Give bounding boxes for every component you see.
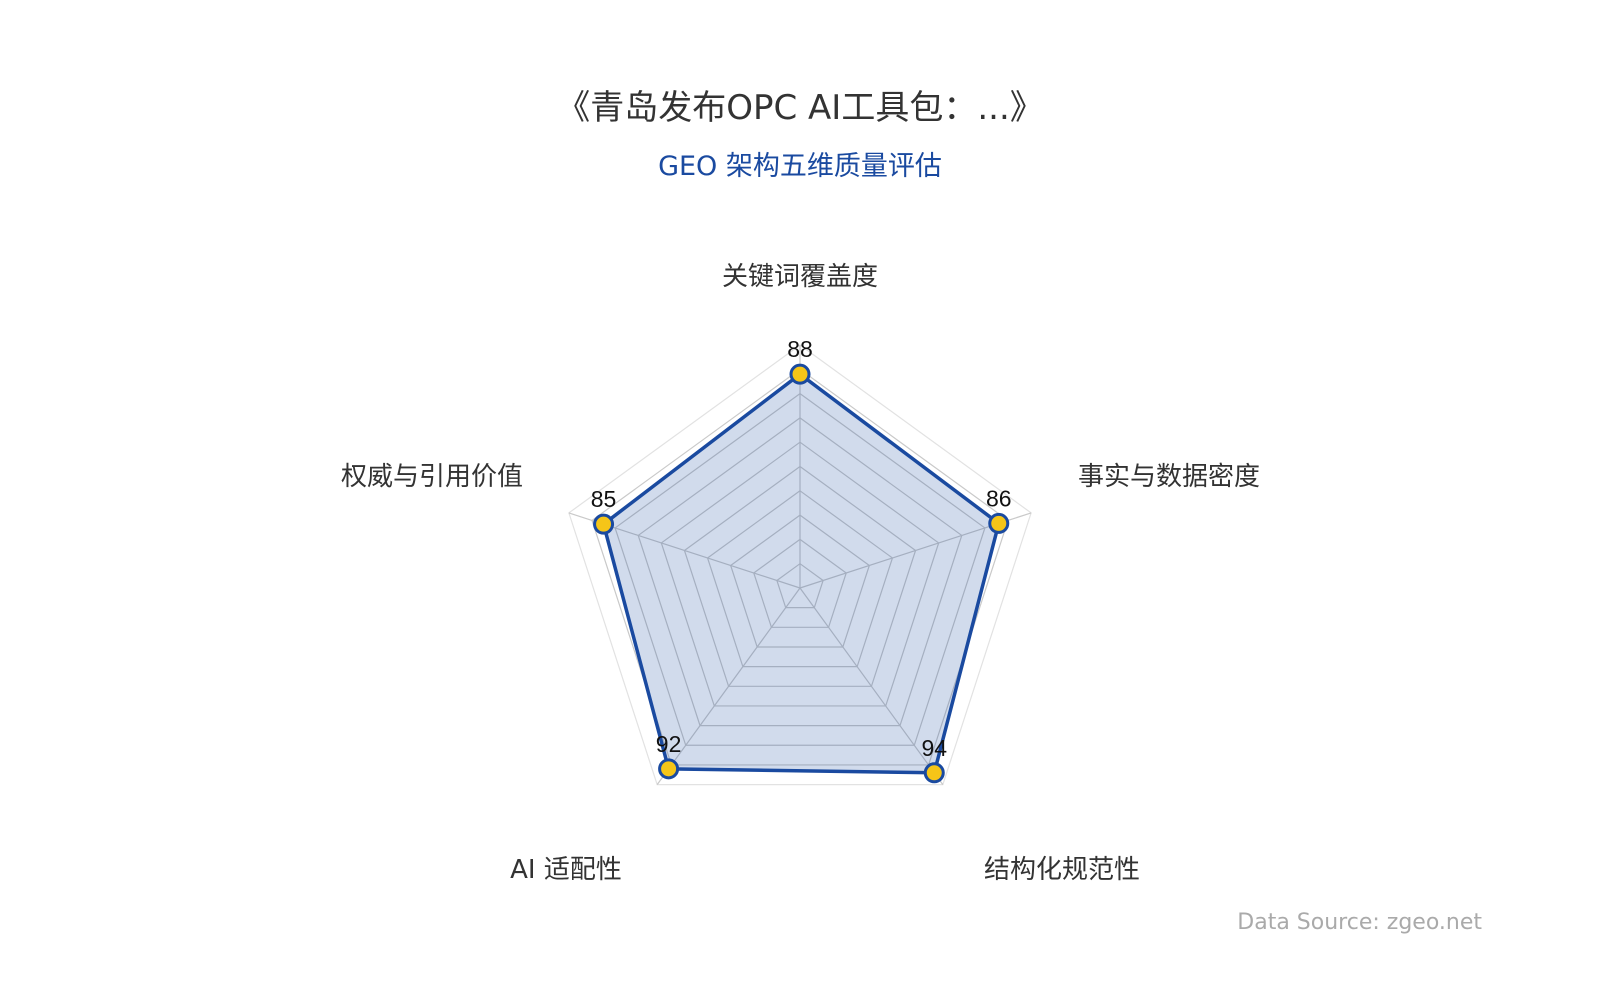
data-point [658, 758, 680, 780]
grid-ring [568, 344, 1032, 786]
grid-ring [614, 392, 986, 746]
data-label: 92 [656, 731, 682, 757]
grid-ring [637, 417, 963, 727]
grid-ring [683, 465, 917, 687]
indicator-label: AI 适配性 [510, 855, 622, 885]
indicator-label: 关键词覆盖度 [722, 262, 878, 292]
chart-subtitle: GEO 架构五维质量评估 [658, 151, 942, 182]
data-label: 88 [787, 336, 813, 362]
indicator-label: 事实与数据密度 [1078, 462, 1260, 492]
data-point [789, 363, 811, 385]
data-label: 85 [591, 486, 617, 512]
grid-ring [591, 368, 1009, 766]
data-point [988, 512, 1010, 534]
data-label: 94 [921, 735, 947, 761]
grid-ring [660, 441, 940, 707]
data-area [601, 372, 1001, 775]
grid-ring [776, 562, 824, 609]
data-source: Data Source: zgeo.net [1237, 910, 1482, 935]
chart-title: 《青岛发布OPC AI工具包：...》 [556, 88, 1044, 128]
data-point [923, 762, 945, 784]
grid-ring [729, 514, 871, 648]
data-label: 86 [986, 485, 1012, 511]
axis-line [799, 587, 944, 785]
grid-ring [706, 490, 894, 668]
axis-line [656, 587, 801, 785]
grid-ring [753, 538, 847, 628]
indicator-label: 结构化规范性 [984, 855, 1140, 885]
indicator-label: 权威与引用价值 [341, 462, 523, 492]
data-point [593, 513, 615, 535]
